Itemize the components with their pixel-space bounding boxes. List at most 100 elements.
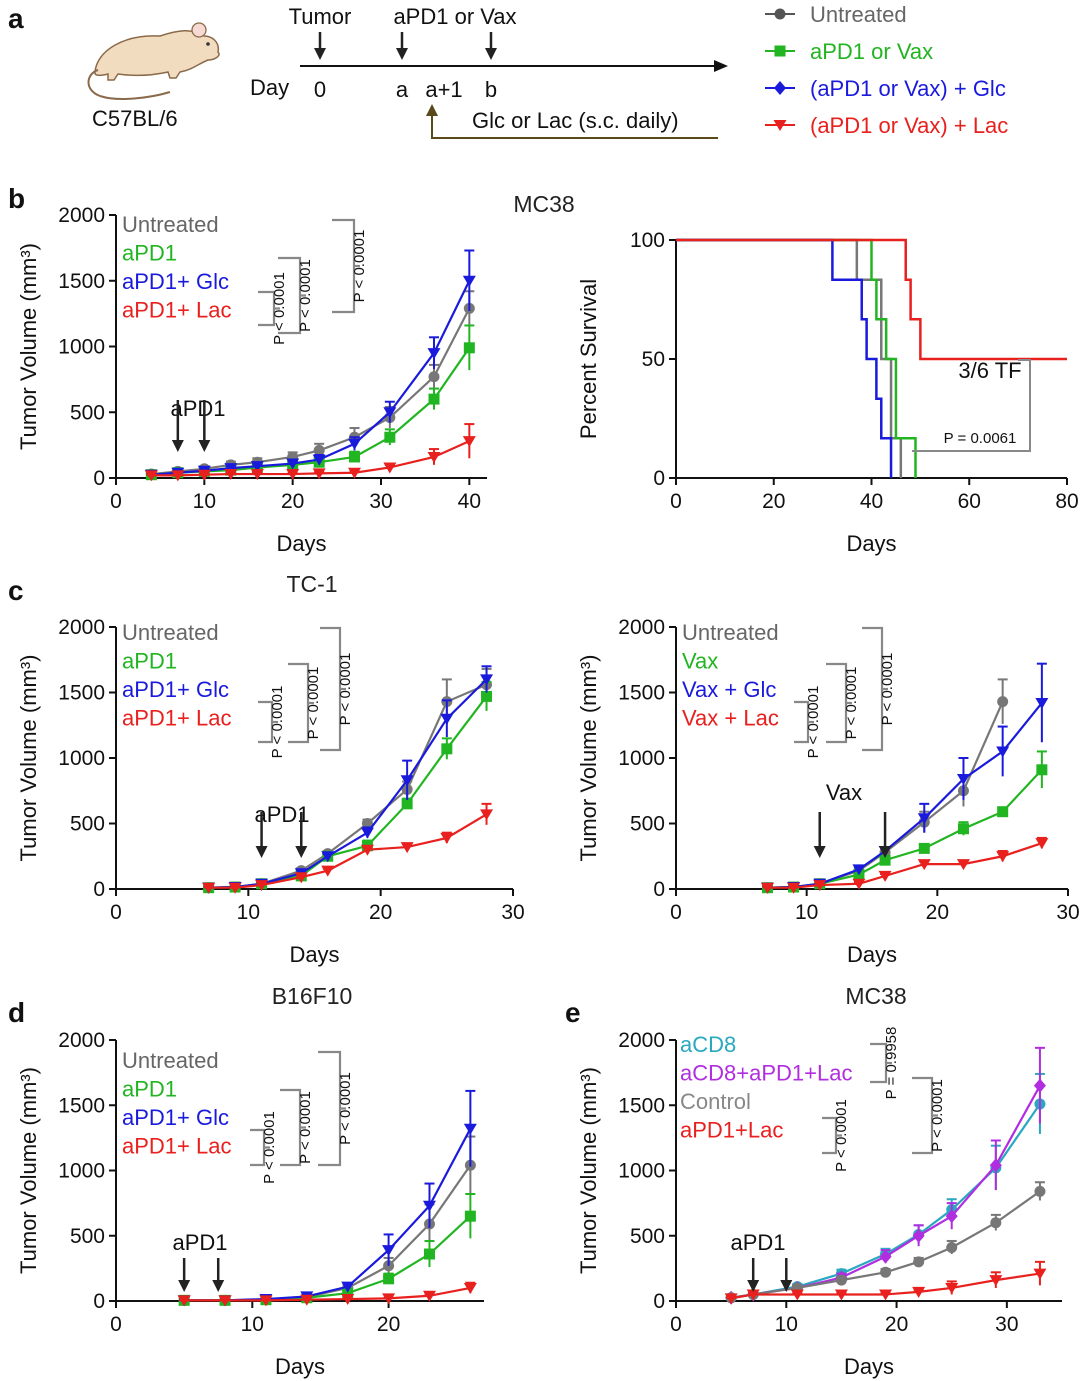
data-point	[463, 342, 475, 354]
pvalue-label: P < 0.0001	[297, 259, 314, 332]
data-point	[312, 468, 326, 480]
pvalue-label: P < 0.0001	[337, 653, 354, 726]
schematic: C57BL/6 Day 0 a a+1 b Tumor aPD1 or Vax …	[87, 2, 1008, 139]
data-point	[834, 1289, 848, 1301]
y-tick-label: 2000	[618, 616, 665, 639]
data-point	[912, 1228, 925, 1243]
data-point	[1036, 764, 1048, 776]
y-tick-label: 0	[93, 467, 105, 490]
data-point	[997, 806, 1009, 818]
pvalue-label: P < 0.0001	[351, 230, 368, 303]
data-point	[427, 348, 441, 360]
treatment-arrow-icon	[171, 400, 184, 452]
x-tick-label: 10	[193, 490, 216, 513]
data-point	[321, 865, 335, 877]
treatment-label: aPD1 or Vax	[393, 4, 516, 29]
x-tick-label: 30	[995, 1313, 1018, 1336]
legend-label: aPD1+ Lac	[122, 1134, 231, 1159]
pvalue-label: P < 0.0001	[271, 272, 288, 345]
x-axis-label: Days	[844, 1354, 894, 1379]
data-point	[957, 823, 969, 835]
data-point	[912, 1286, 926, 1298]
legend-item: Untreated	[765, 2, 907, 27]
panel-letter-e: e	[565, 997, 581, 1028]
pvalue-bracket: P < 0.0001	[794, 686, 822, 759]
treatment-arrow-icon	[747, 1258, 760, 1292]
pvalue-label: P < 0.0001	[805, 686, 822, 759]
schematic-legend: Untreated aPD1 or Vax (aPD1 or Vax) + Glc (…	[765, 2, 1008, 138]
series-vax	[761, 750, 1048, 894]
data-point	[250, 469, 264, 481]
timepoint-b: b	[485, 77, 497, 102]
data-point	[321, 851, 335, 863]
series-apd1-glc	[144, 249, 476, 481]
pvalue-label: P < 0.0001	[269, 686, 286, 759]
treatment-annotation: aPD1	[170, 396, 225, 421]
x-tick-label: 60	[958, 490, 981, 513]
tumor-arrow-icon	[314, 32, 326, 60]
x-axis-label: Days	[289, 942, 339, 967]
treatment-annotation: aPD1	[730, 1230, 785, 1255]
y-tick-label: 500	[630, 1225, 665, 1248]
x-tick-label: 0	[110, 490, 122, 513]
data-point	[197, 469, 211, 481]
y-tick-label: 2000	[58, 204, 105, 227]
series-apd1-lac	[202, 802, 494, 894]
y-tick-label: 2000	[58, 616, 105, 639]
data-point	[428, 393, 440, 405]
treatment-arrow-b-icon	[485, 32, 497, 60]
data-point	[724, 1293, 738, 1305]
chart-title: MC38	[513, 191, 574, 217]
data-point	[383, 462, 397, 474]
data-point	[360, 827, 374, 839]
y-tick-label: 1500	[618, 1094, 665, 1117]
pvalue-label: P < 0.0001	[833, 1099, 850, 1172]
data-point	[361, 818, 373, 829]
legend-label: Vax + Lac	[682, 706, 779, 731]
arrow-head	[879, 846, 892, 858]
y-tick-label: 1500	[58, 682, 105, 705]
data-point	[1034, 1185, 1046, 1197]
x-tick-label: 20	[885, 1313, 908, 1336]
data-point	[879, 1249, 892, 1264]
data-point	[341, 1281, 355, 1293]
arrow-head	[198, 440, 211, 452]
series-apd1	[676, 238, 917, 478]
legend-label: Untreated	[122, 620, 219, 645]
chart-b2: 0 20 40 60 80 0 50 100 Days Percent Survival 3/6 T…	[576, 229, 1079, 556]
x-tick-label: 0	[110, 1313, 122, 1336]
data-point	[996, 851, 1010, 863]
data-point	[383, 407, 397, 419]
data-point	[946, 1241, 958, 1253]
mouse-strain-label: C57BL/6	[92, 106, 178, 131]
day-label: Day	[250, 75, 289, 100]
chart-e: 0 10 20 30 0 500 1000 1500 2000 Days Tumor Volume …	[576, 983, 1062, 1379]
data-point	[422, 1200, 436, 1212]
y-tick-label: 50	[642, 348, 665, 371]
chart-title: MC38	[845, 983, 906, 1009]
arrow-head	[295, 846, 308, 858]
chart-title: B16F10	[272, 983, 353, 1009]
data-point	[1033, 1078, 1046, 1093]
panel-letter-c: c	[8, 575, 24, 606]
treatment-annotation: aPD1	[172, 1230, 227, 1255]
data-point	[913, 1256, 925, 1268]
x-tick-label: 30	[1056, 901, 1079, 924]
data-point	[918, 842, 930, 854]
legend-label: aPD1+ Glc	[122, 269, 229, 294]
timeline-arrowhead	[714, 60, 728, 72]
data-point	[286, 469, 300, 481]
y-tick-label: 0	[93, 878, 105, 901]
series-apd1-lac	[676, 238, 1067, 361]
data-point	[286, 458, 300, 470]
data-point	[428, 371, 440, 383]
pvalue-bracket: P < 0.0001	[862, 626, 896, 752]
x-axis-label: Days	[847, 942, 897, 967]
data-point	[879, 1289, 893, 1301]
x-tick-label: 0	[110, 901, 122, 924]
y-axis-label: Tumor Volume (mm³)	[16, 1067, 41, 1274]
legend-label: Control	[680, 1089, 751, 1114]
data-point	[400, 775, 414, 787]
pvalue-bracket: P < 0.0001	[250, 1111, 278, 1184]
